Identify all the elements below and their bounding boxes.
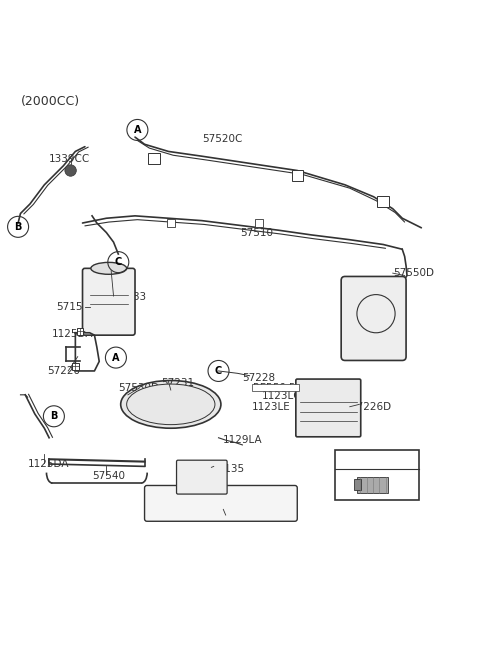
Text: 57510: 57510 <box>240 228 273 237</box>
Text: A: A <box>133 125 141 135</box>
FancyBboxPatch shape <box>144 485 297 522</box>
Text: B: B <box>14 222 22 232</box>
Text: 57550D: 57550D <box>393 268 434 278</box>
Text: 57231: 57231 <box>161 378 194 388</box>
Text: 57150: 57150 <box>56 302 89 312</box>
Bar <box>336 450 419 500</box>
Bar <box>357 477 388 493</box>
Bar <box>77 328 84 335</box>
Bar <box>167 218 175 228</box>
Bar <box>354 480 361 490</box>
Text: B: B <box>50 411 58 421</box>
Bar <box>255 218 264 228</box>
Text: 1123LG: 1123LG <box>262 391 302 401</box>
Text: 57540: 57540 <box>92 471 125 481</box>
Ellipse shape <box>120 380 221 428</box>
Text: 57228: 57228 <box>242 373 276 383</box>
Text: C: C <box>215 366 222 376</box>
Text: 57226D: 57226D <box>350 401 391 412</box>
Text: 57220: 57220 <box>47 366 80 376</box>
Text: 1123LE: 1123LE <box>252 401 291 412</box>
FancyBboxPatch shape <box>177 461 227 494</box>
Text: 1125DA: 1125DA <box>51 329 93 339</box>
Bar <box>252 384 299 391</box>
Text: A: A <box>112 352 120 363</box>
Text: C: C <box>115 257 122 267</box>
Text: 1129LA: 1129LA <box>223 435 263 445</box>
FancyBboxPatch shape <box>83 268 135 335</box>
Text: 1339CC: 1339CC <box>49 154 90 163</box>
Ellipse shape <box>91 262 127 274</box>
Text: 1125DA: 1125DA <box>28 459 69 469</box>
Bar <box>148 153 160 164</box>
Text: 57183: 57183 <box>114 292 147 302</box>
Text: 57520C: 57520C <box>202 134 242 144</box>
Bar <box>291 169 303 181</box>
Text: REF.56-577: REF.56-577 <box>253 382 308 393</box>
Text: (2000CC): (2000CC) <box>21 95 80 108</box>
Text: 57100: 57100 <box>226 512 259 522</box>
Text: 57530D: 57530D <box>118 382 159 393</box>
Bar <box>72 363 79 369</box>
Ellipse shape <box>127 384 215 424</box>
Text: 57135: 57135 <box>211 464 244 474</box>
FancyBboxPatch shape <box>341 276 406 360</box>
Text: 1129EE: 1129EE <box>357 459 399 469</box>
Circle shape <box>65 165 76 176</box>
FancyBboxPatch shape <box>296 379 361 437</box>
Bar <box>377 195 389 207</box>
